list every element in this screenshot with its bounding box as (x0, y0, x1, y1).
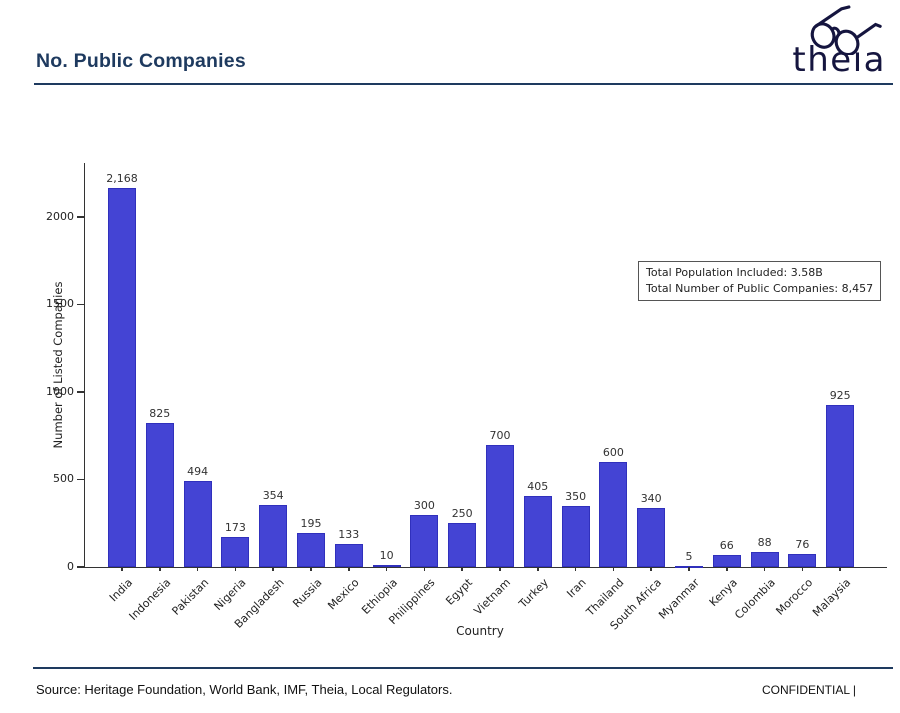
y-tick (77, 478, 84, 481)
y-tick-label: 500 (53, 472, 74, 485)
x-tick (159, 567, 161, 571)
header-divider (34, 83, 893, 85)
bar-value-label: 66 (719, 539, 734, 553)
x-tick (650, 567, 652, 571)
x-tick (763, 567, 766, 571)
bar-value-label: 195 (300, 516, 322, 530)
bar (448, 523, 477, 567)
x-tick (196, 567, 199, 571)
bar-value-label: 300 (413, 498, 435, 512)
bar-value-label: 354 (262, 489, 284, 503)
bar (259, 505, 288, 567)
x-tick-label: Pakistan (169, 576, 211, 618)
x-tick-label: Morocco (773, 576, 816, 618)
y-tick (77, 391, 84, 393)
x-tick (801, 567, 804, 571)
x-tick (121, 567, 123, 571)
x-axis-spine (83, 566, 887, 568)
bar-value-label: 2,168 (106, 171, 138, 185)
x-tick (839, 567, 841, 571)
bar (297, 532, 325, 567)
bar-value-label: 494 (187, 464, 209, 478)
x-tick-label: Russia (289, 576, 325, 611)
bar-value-label: 88 (757, 535, 772, 549)
annotation-line-population: Total Population Included: 3.58B (646, 266, 823, 279)
bar-value-label: 700 (489, 428, 511, 442)
x-tick-label: Turkey (516, 576, 552, 611)
bar (221, 536, 250, 567)
bar-value-label: 340 (640, 491, 662, 505)
x-tick (726, 567, 728, 571)
x-tick-label: Colombia (732, 576, 778, 622)
bar (599, 462, 628, 567)
y-tick-label: 1000 (46, 384, 74, 398)
bar (334, 543, 363, 567)
bar (750, 551, 779, 567)
page-title: No. Public Companies (36, 50, 246, 72)
y-axis-spine (83, 163, 85, 568)
x-tick-label: Kenya (707, 576, 741, 609)
x-tick-label: Malaysia (810, 576, 854, 620)
bar-value-label: 10 (379, 549, 394, 563)
bar-value-label: 173 (224, 520, 246, 534)
x-tick (537, 567, 539, 571)
bar (826, 405, 855, 567)
bar (410, 514, 439, 567)
y-tick-label: 2000 (46, 209, 74, 223)
bar (486, 444, 514, 567)
x-tick (310, 567, 312, 571)
x-axis-title: Country (456, 624, 504, 638)
bar-value-label: 600 (602, 446, 624, 459)
y-tick (77, 566, 84, 568)
x-tick-label: Iran (564, 576, 589, 601)
bar-value-label: 350 (565, 489, 587, 503)
brand-wordmark: theıa (792, 40, 886, 80)
x-tick (272, 567, 274, 571)
bar (637, 507, 666, 567)
x-tick (612, 567, 615, 571)
totals-annotation-box: Total Population Included: 3.58B Total N… (638, 261, 882, 301)
y-tick-label: 1500 (46, 297, 74, 310)
bar (523, 496, 552, 567)
x-tick (423, 567, 426, 571)
bar-value-label: 133 (338, 527, 360, 541)
y-axis-title: Number of Listed Companies (51, 281, 65, 449)
x-tick (574, 567, 577, 571)
bar (108, 187, 136, 567)
x-tick-label: Myanmar (656, 576, 703, 622)
x-tick (461, 567, 463, 571)
bar (372, 565, 401, 568)
source-note: Source: Heritage Foundation, World Bank,… (36, 682, 453, 697)
theia-logo: theıa (766, 3, 886, 83)
x-tick (385, 567, 388, 571)
y-tick-label: 0 (67, 559, 74, 573)
y-tick (77, 216, 84, 218)
x-tick-label: Nigeria (211, 576, 249, 614)
bar-value-label: 76 (795, 537, 810, 551)
x-tick-label: India (106, 576, 136, 605)
x-tick (688, 567, 690, 571)
bar-value-label: 250 (451, 507, 473, 521)
footer-divider (33, 667, 893, 669)
x-tick (348, 567, 350, 571)
bar-value-label: 405 (527, 480, 549, 494)
bar-value-label: 825 (149, 406, 171, 420)
bar (788, 553, 817, 567)
bar-value-label: 925 (829, 389, 851, 403)
y-tick (77, 303, 84, 306)
x-tick-label: Vietnam (471, 576, 514, 618)
x-tick-label: Mexico (325, 576, 363, 613)
bar-value-label: 5 (685, 550, 693, 563)
x-tick (234, 567, 237, 571)
annotation-line-companies: Total Number of Public Companies: 8,457 (646, 281, 874, 295)
confidential-label: CONFIDENTIAL | (761, 683, 856, 697)
bar (183, 480, 212, 567)
x-tick-label: Egypt (443, 576, 476, 608)
bar (712, 555, 741, 567)
bar (561, 505, 590, 567)
bar (145, 422, 174, 567)
x-tick (499, 567, 501, 571)
